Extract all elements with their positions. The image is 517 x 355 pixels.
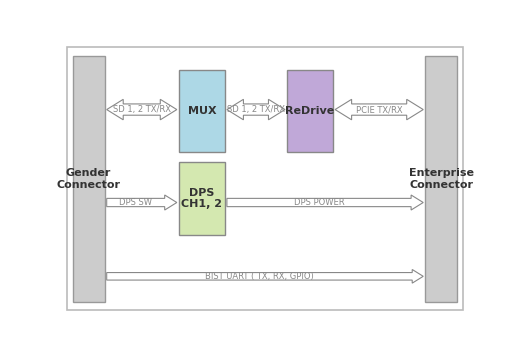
Polygon shape xyxy=(107,99,177,120)
Text: BIST UART ( TX, RX, GPIO): BIST UART ( TX, RX, GPIO) xyxy=(205,272,314,281)
Polygon shape xyxy=(227,195,423,210)
Polygon shape xyxy=(107,269,423,283)
Polygon shape xyxy=(107,195,177,210)
Bar xyxy=(287,70,333,152)
Text: MUX: MUX xyxy=(188,106,216,116)
Bar xyxy=(72,56,104,302)
Polygon shape xyxy=(335,99,423,120)
Text: PCIE TX/RX: PCIE TX/RX xyxy=(356,105,402,114)
Polygon shape xyxy=(227,99,285,120)
Text: Gender
Connector: Gender Connector xyxy=(57,169,120,190)
Text: DPS SW: DPS SW xyxy=(119,198,152,207)
Text: Enterprise
Connector: Enterprise Connector xyxy=(409,169,474,190)
Text: SD 1, 2 TX/RX: SD 1, 2 TX/RX xyxy=(113,105,171,114)
Bar xyxy=(179,162,225,235)
Text: ReDrive: ReDrive xyxy=(285,106,334,116)
Text: DPS
CH1, 2: DPS CH1, 2 xyxy=(181,187,222,209)
Text: DPS POWER: DPS POWER xyxy=(294,198,344,207)
Bar xyxy=(179,70,225,152)
Text: SD 1, 2 TX/RX: SD 1, 2 TX/RX xyxy=(227,105,285,114)
Bar xyxy=(425,56,457,302)
